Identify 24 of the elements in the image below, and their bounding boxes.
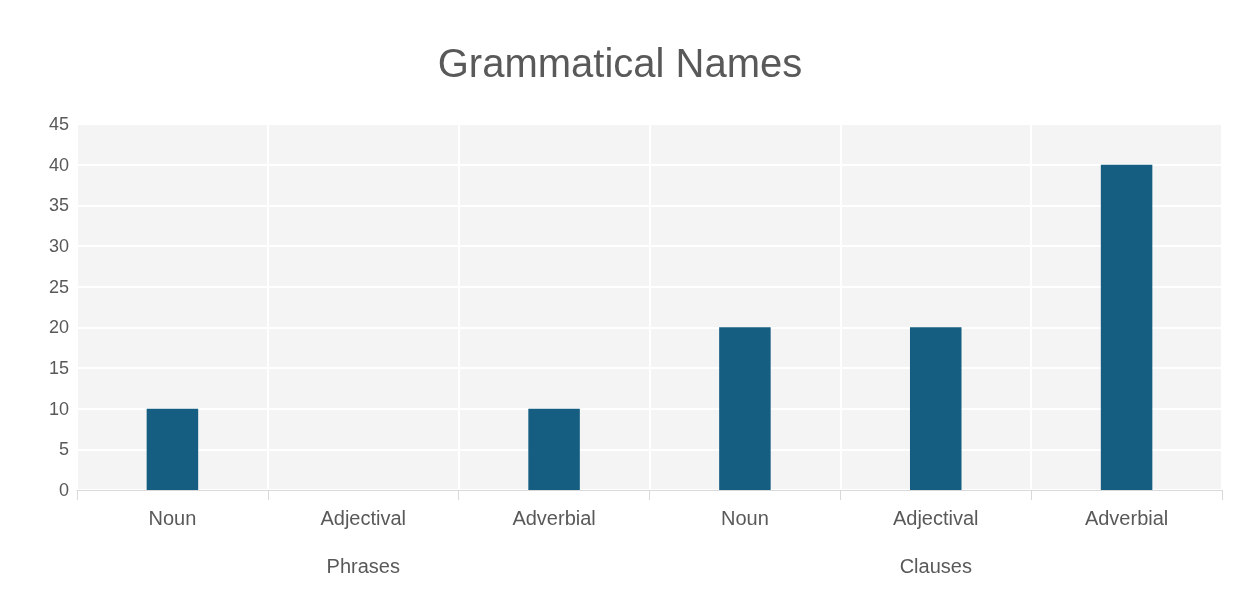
y-tick-label: 5: [58, 439, 69, 460]
x-tick-label: Adverbial: [512, 507, 596, 529]
y-tick-label: 35: [48, 195, 69, 216]
x-tick-label: Adjectival: [892, 507, 979, 529]
y-tick-label: 45: [48, 114, 69, 134]
text: Phrases: [326, 555, 400, 577]
y-tick-label: 0: [58, 480, 69, 500]
y-tick-label: 15: [48, 358, 69, 378]
bar: [528, 408, 580, 490]
y-tick-label: 40: [48, 154, 69, 175]
text: Clauses: [899, 555, 972, 577]
y-tick-label: 10: [48, 398, 69, 419]
chart-title: Grammatical Names: [437, 41, 803, 85]
x-tick-label: Adjectival: [320, 507, 407, 529]
x-tick-label: Adverbial: [1084, 507, 1169, 529]
bar: [719, 327, 771, 490]
bar: [909, 327, 962, 490]
x-tick-label: Noun: [721, 507, 769, 529]
y-tick-label: 25: [48, 276, 69, 297]
y-tick-label: 20: [48, 317, 69, 338]
bar: [1100, 164, 1153, 490]
bar: [146, 408, 199, 490]
y-tick-label: 30: [48, 236, 69, 256]
x-tick-label: Noun: [148, 507, 197, 529]
